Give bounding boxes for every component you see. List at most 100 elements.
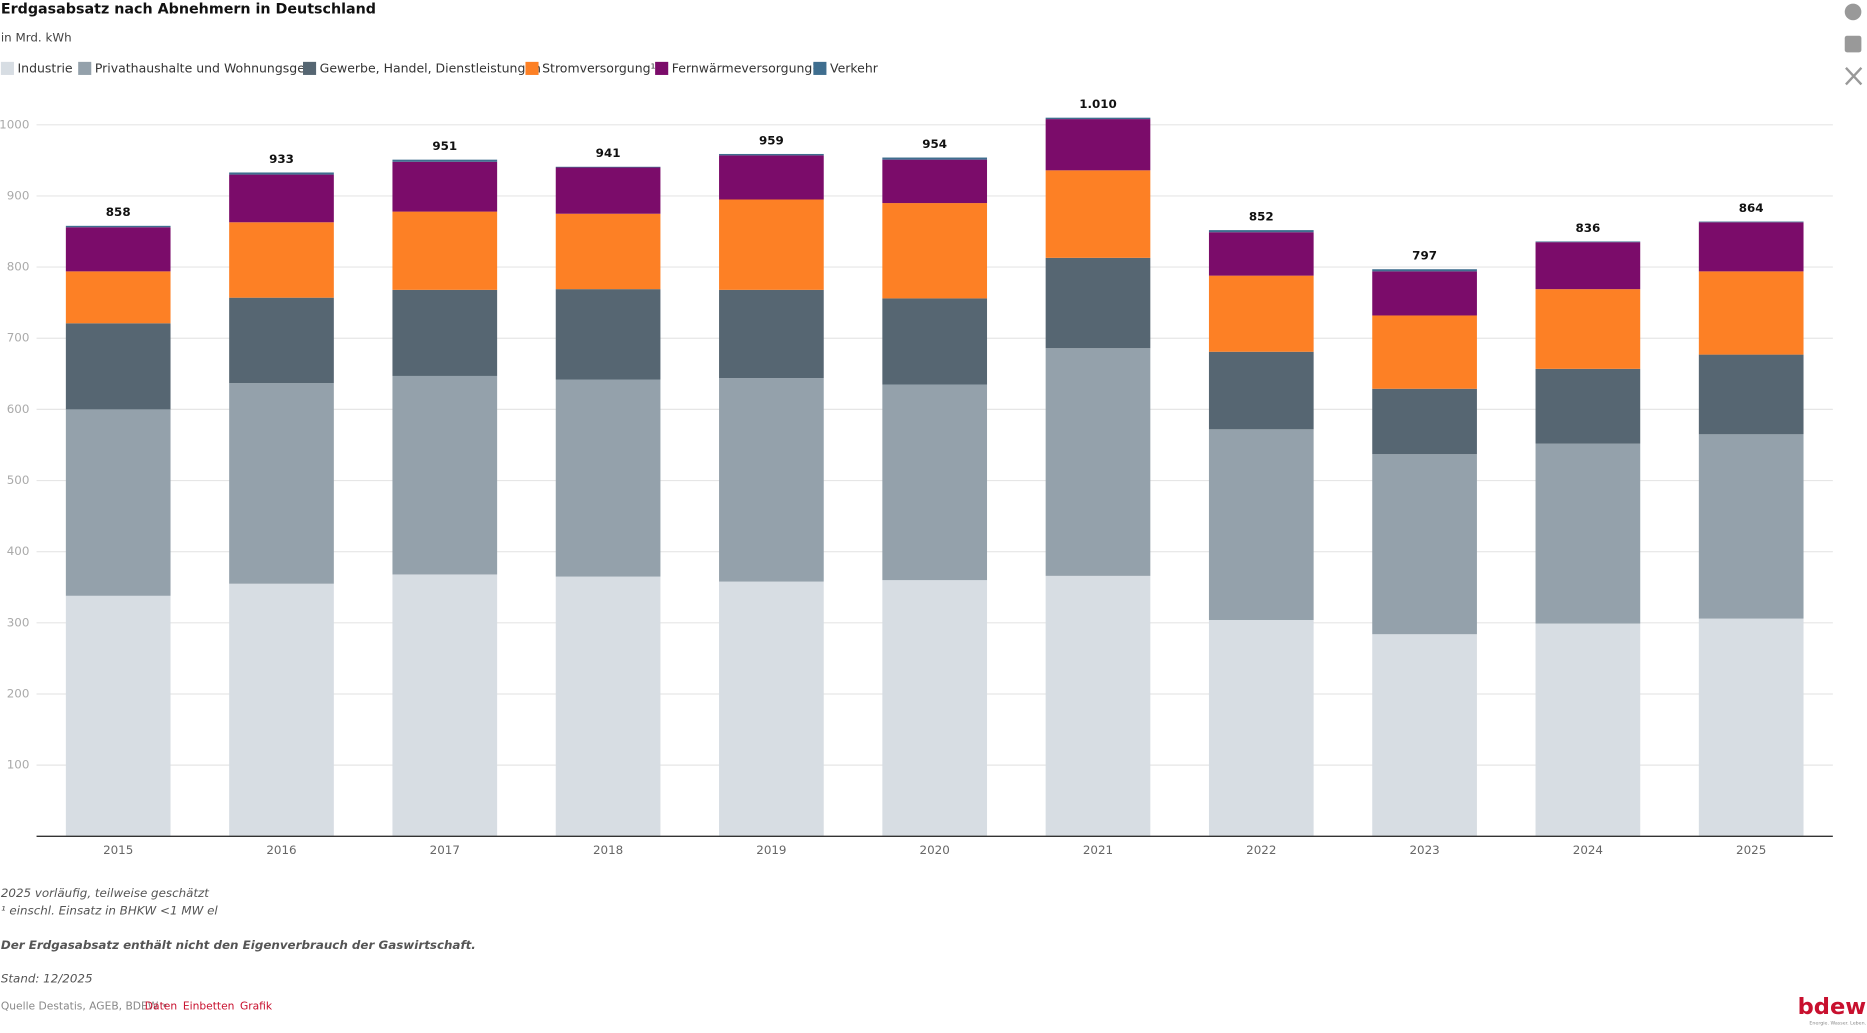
total-label: 797 (1412, 249, 1437, 263)
bar-segment (1045, 117, 1151, 120)
total-label: 933 (269, 152, 294, 166)
legend-swatch (78, 61, 92, 75)
total-label: 852 (1249, 210, 1274, 224)
bar-segment (1698, 618, 1804, 837)
total-label: 858 (106, 205, 131, 219)
x-tick-label: 2016 (266, 843, 296, 857)
bar-segment (555, 166, 661, 168)
note: ¹ einschl. Einsatz in BHKW <1 MW el (1, 904, 219, 918)
bar-segment (882, 298, 988, 385)
bar-segment (719, 289, 824, 379)
y-tick-label: 200 (7, 686, 30, 700)
bar-segment (1698, 354, 1804, 435)
legend-label: Industrie (18, 60, 73, 75)
link[interactable]: Daten (145, 999, 177, 1012)
bar-segment (1535, 443, 1641, 624)
total-label: 954 (922, 137, 947, 151)
bar-segment (882, 384, 988, 581)
bar-segment (229, 383, 334, 584)
x-tick-label: 2025 (1736, 843, 1766, 857)
x-tick-label: 2023 (1409, 843, 1439, 857)
logo-tagline: Energie. Wasser. Leben. (1809, 1021, 1866, 1027)
x-tick-label: 2022 (1246, 843, 1276, 857)
total-label: 1.010 (1079, 97, 1117, 111)
y-tick-label: 900 (7, 188, 30, 202)
x-tick-label: 2021 (1083, 843, 1113, 857)
x-tick-label: 2024 (1573, 843, 1603, 857)
bar-segment (1208, 429, 1314, 620)
y-tick-label: 1000 (0, 117, 29, 131)
facebook-icon[interactable] (1844, 3, 1862, 21)
link[interactable]: Grafik (240, 999, 273, 1012)
y-tick-label: 100 (7, 758, 30, 772)
bar-segment (229, 172, 334, 175)
legend-label: Fernwärmeversorgung¹ (672, 60, 818, 75)
y-tick-label: 300 (7, 615, 30, 629)
bar-segment (392, 289, 498, 376)
bar-segment (1698, 434, 1804, 619)
bar-segment (392, 161, 498, 212)
bar-segment (1372, 271, 1477, 316)
y-tick-label: 400 (7, 544, 30, 558)
bar-segment (1535, 368, 1641, 444)
bar-segment (65, 409, 171, 596)
bar-segment (719, 581, 824, 837)
bar-segment (392, 159, 498, 162)
bar-segment (1535, 241, 1641, 243)
bar-segment (65, 595, 171, 837)
bar-segment (1372, 634, 1477, 837)
bar-segment (1372, 269, 1477, 272)
total-label: 951 (432, 139, 457, 153)
bar-segment (719, 378, 824, 582)
bar-segment (1698, 271, 1804, 355)
y-tick-label: 500 (7, 473, 30, 487)
y-tick-label: 700 (7, 331, 30, 345)
total-label: 864 (1739, 201, 1764, 215)
stand: Stand: 12/2025 (1, 972, 93, 986)
bar-segment (1208, 351, 1314, 430)
legend-swatch (0, 61, 14, 75)
y-tick-label: 800 (7, 260, 30, 274)
source: Quelle Destatis, AGEB, BDEW • (1, 999, 168, 1012)
share-icons[interactable] (1844, 3, 1863, 86)
bar-segment (392, 211, 498, 290)
linkedin-icon[interactable] (1844, 35, 1862, 53)
bar-segment (392, 574, 498, 837)
total-label: 959 (759, 133, 784, 147)
x-tick-label: 2020 (920, 843, 950, 857)
bar-segment (1045, 119, 1151, 171)
legend-swatch (303, 61, 317, 75)
bar-segment (719, 199, 824, 290)
bar-segment (1045, 170, 1151, 258)
bar-segment (1535, 289, 1641, 369)
note: 2025 vorläufig, teilweise geschätzt (1, 886, 210, 900)
bar-segment (1208, 619, 1314, 837)
bar-segment (1698, 222, 1804, 272)
total-label: 941 (596, 146, 621, 160)
legend-label: Verkehr (830, 60, 879, 75)
bar-segment (1698, 221, 1804, 223)
bar-segment (1045, 348, 1151, 576)
link[interactable]: Einbetten (183, 999, 235, 1012)
chart-subtitle: in Mrd. kWh (1, 31, 72, 45)
y-tick-label: 600 (7, 402, 30, 416)
bar-segment (555, 379, 661, 577)
bar-segment (65, 225, 171, 228)
x-icon[interactable] (1845, 66, 1863, 86)
bar-segment (882, 580, 988, 837)
legend-swatch (655, 61, 669, 75)
bar-segment (555, 576, 661, 837)
x-tick-label: 2019 (756, 843, 786, 857)
bar-segment (1372, 315, 1477, 389)
bar-segment (719, 155, 824, 200)
legend-label: Gewerbe, Handel, Dienstleistungen (320, 60, 541, 75)
x-tick-label: 2015 (103, 843, 133, 857)
legend-swatch (813, 61, 827, 75)
bar-segment (1535, 242, 1641, 290)
total-label: 836 (1575, 221, 1600, 235)
bar-segment (1535, 623, 1641, 837)
remark: Der Erdgasabsatz enthält nicht den Eigen… (1, 938, 476, 952)
bar-segment (882, 159, 988, 204)
legend-label: Privathaushalte und Wohnungsges. (95, 60, 316, 75)
